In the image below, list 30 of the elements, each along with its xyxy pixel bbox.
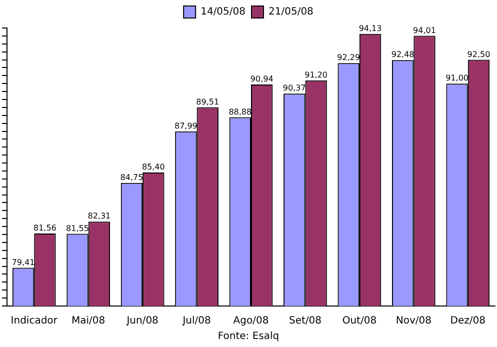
- legend-label: 14/05/08: [200, 6, 246, 18]
- data-label: 87,99: [174, 121, 198, 130]
- data-label: 91,20: [304, 70, 328, 80]
- data-label: 92,48: [391, 50, 414, 60]
- data-label: 89,51: [196, 97, 220, 106]
- legend-label: 21/05/08: [268, 6, 314, 18]
- data-label: 91,00: [446, 74, 468, 83]
- x-tick-label: Nov/08: [396, 316, 432, 327]
- data-label: 85,40: [142, 162, 165, 172]
- data-label: 81,55: [66, 224, 89, 233]
- data-label: 79,41: [12, 258, 35, 267]
- x-tick-label: Ago/08: [233, 316, 269, 327]
- x-tick-label: Mai/08: [72, 316, 106, 327]
- data-label: 94,01: [413, 26, 436, 35]
- data-label: 92,29: [337, 53, 360, 62]
- data-label: 82,31: [88, 212, 111, 221]
- x-tick-label: Indicador: [10, 316, 58, 327]
- data-label: 81,56: [34, 224, 56, 233]
- x-tick-label: Jul/08: [182, 316, 211, 327]
- data-label: 88,88: [228, 107, 252, 116]
- x-tick-label: Set/08: [288, 316, 322, 327]
- x-tick-label: Jun/08: [126, 316, 158, 327]
- source-note: Fonte: Esalq: [216, 331, 280, 342]
- data-label: 90,37: [282, 84, 306, 93]
- x-tick-label: Dez/08: [450, 316, 486, 327]
- data-label: 94,13: [358, 24, 382, 33]
- data-label: 92,50: [467, 50, 490, 59]
- x-tick-label: Out/08: [342, 316, 377, 327]
- data-label: 90,94: [250, 74, 274, 84]
- data-label: 84,75: [120, 172, 144, 182]
